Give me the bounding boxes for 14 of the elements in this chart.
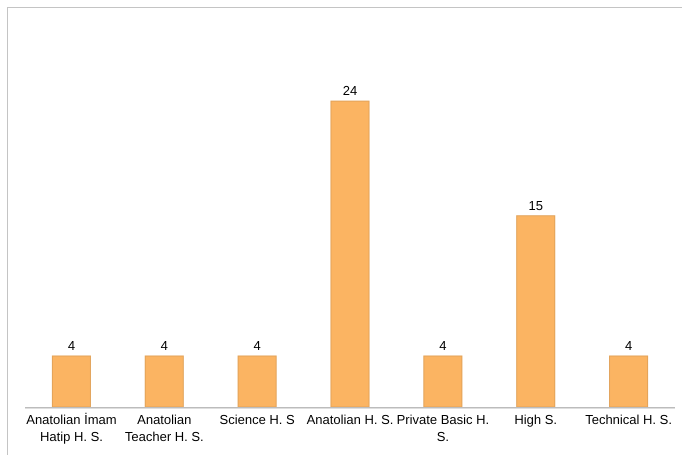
- x-tick-label: Anatolian Teacher H. S.: [124, 412, 204, 444]
- x-tick-label: High S.: [514, 412, 558, 427]
- x-tick-label: Anatolian H. S.: [306, 412, 394, 427]
- data-label: 4: [68, 338, 76, 354]
- data-label: 4: [254, 338, 261, 354]
- data-label: 4: [439, 338, 446, 354]
- data-label: 24: [342, 83, 358, 98]
- x-tick-label: Science H. S: [220, 412, 296, 427]
- data-label: 4: [160, 338, 168, 354]
- x-tick-label: Anatolian İmam Hatip H. S.: [26, 412, 117, 444]
- x-tick-label: Technical H. S.: [585, 412, 672, 427]
- x-tick-label: Private Basic H. S.: [396, 412, 490, 444]
- data-label: 15: [528, 198, 543, 213]
- data-label: 4: [624, 338, 632, 354]
